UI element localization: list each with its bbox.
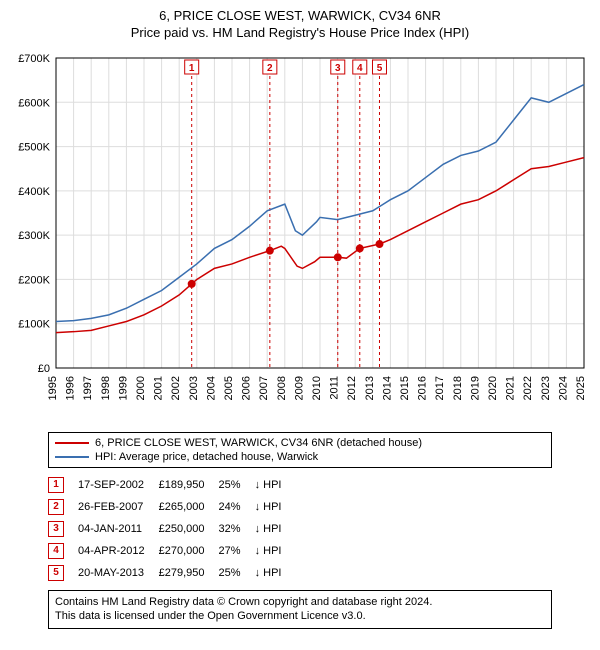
legend-swatch [55,442,89,444]
event-date: 17-SEP-2002 [78,474,159,496]
svg-text:£200K: £200K [18,274,50,286]
svg-text:£500K: £500K [18,142,50,154]
table-row: 5 20-MAY-2013£279,95025%↓ HPI [48,562,295,584]
svg-text:1998: 1998 [100,376,112,400]
svg-text:2013: 2013 [364,376,376,400]
event-relation: ↓ HPI [255,540,296,562]
event-marker-icon: 5 [48,565,64,581]
svg-text:2018: 2018 [452,376,464,400]
event-marker-icon: 4 [48,543,64,559]
svg-text:1: 1 [189,63,195,74]
event-marker-icon: 2 [48,499,64,515]
event-marker-icon: 3 [48,521,64,537]
event-price: £270,000 [159,540,219,562]
svg-text:2020: 2020 [487,376,499,400]
svg-text:£300K: £300K [18,230,50,242]
svg-text:£0: £0 [38,363,50,375]
legend-item: HPI: Average price, detached house, Warw… [55,450,545,464]
event-price: £265,000 [159,496,219,518]
event-price: £250,000 [159,518,219,540]
table-row: 1 17-SEP-2002£189,95025%↓ HPI [48,474,295,496]
events-table: 117-SEP-2002£189,95025%↓ HPI226-FEB-2007… [48,474,295,584]
svg-text:2010: 2010 [311,376,323,400]
table-row: 2 26-FEB-2007£265,00024%↓ HPI [48,496,295,518]
svg-text:2014: 2014 [381,376,393,400]
svg-text:1999: 1999 [117,376,129,400]
legend: 6, PRICE CLOSE WEST, WARWICK, CV34 6NR (… [48,432,552,468]
event-date: 20-MAY-2013 [78,562,159,584]
legend-item: 6, PRICE CLOSE WEST, WARWICK, CV34 6NR (… [55,436,545,450]
footer-line1: Contains HM Land Registry data © Crown c… [55,595,545,609]
event-relation: ↓ HPI [255,496,296,518]
chart-area: £0 £100K £200K £300K £400K £500K £600K £700K 199… [8,48,592,428]
svg-text:2023: 2023 [540,376,552,400]
legend-label: 6, PRICE CLOSE WEST, WARWICK, CV34 6NR (… [95,437,422,449]
svg-text:£600K: £600K [18,97,50,109]
svg-text:2001: 2001 [153,376,165,400]
event-pct: 25% [219,562,255,584]
svg-text:2025: 2025 [575,376,587,400]
svg-text:2011: 2011 [329,376,341,400]
svg-text:2016: 2016 [417,376,429,400]
svg-text:2022: 2022 [522,376,534,400]
chart-title-line2: Price paid vs. HM Land Registry's House … [8,25,592,40]
svg-text:2024: 2024 [557,376,569,400]
event-relation: ↓ HPI [255,562,296,584]
svg-text:2004: 2004 [205,376,217,400]
event-pct: 27% [219,540,255,562]
svg-text:4: 4 [357,63,363,74]
event-date: 04-JAN-2011 [78,518,159,540]
legend-label: HPI: Average price, detached house, Warw… [95,451,318,463]
svg-text:2002: 2002 [170,376,182,400]
event-date: 04-APR-2012 [78,540,159,562]
svg-text:£400K: £400K [18,186,50,198]
event-marker-icon: 1 [48,477,64,493]
line-chart-svg: £0 £100K £200K £300K £400K £500K £600K £700K 199… [8,48,592,428]
chart-title-line1: 6, PRICE CLOSE WEST, WARWICK, CV34 6NR [8,8,592,23]
event-relation: ↓ HPI [255,474,296,496]
svg-text:2017: 2017 [434,376,446,400]
svg-text:2008: 2008 [276,376,288,400]
table-row: 4 04-APR-2012£270,00027%↓ HPI [48,540,295,562]
svg-text:2: 2 [267,63,273,74]
svg-text:2019: 2019 [469,376,481,400]
svg-text:2007: 2007 [258,376,270,400]
svg-text:2015: 2015 [399,376,411,400]
svg-text:5: 5 [377,63,383,74]
event-price: £279,950 [159,562,219,584]
svg-text:£100K: £100K [18,319,50,331]
svg-text:2005: 2005 [223,376,235,400]
event-pct: 24% [219,496,255,518]
svg-text:1996: 1996 [65,376,77,400]
event-price: £189,950 [159,474,219,496]
svg-text:3: 3 [335,63,341,74]
svg-text:2009: 2009 [293,376,305,400]
table-row: 3 04-JAN-2011£250,00032%↓ HPI [48,518,295,540]
svg-text:1995: 1995 [47,376,59,400]
svg-text:1997: 1997 [82,376,94,400]
footer-box: Contains HM Land Registry data © Crown c… [48,590,552,629]
event-relation: ↓ HPI [255,518,296,540]
svg-text:2003: 2003 [188,376,200,400]
footer-line2: This data is licensed under the Open Gov… [55,609,545,623]
svg-text:2012: 2012 [346,376,358,400]
svg-text:2000: 2000 [135,376,147,400]
event-pct: 32% [219,518,255,540]
legend-swatch [55,456,89,458]
svg-text:£700K: £700K [18,53,50,65]
svg-text:2006: 2006 [241,376,253,400]
svg-text:2021: 2021 [505,376,517,400]
event-pct: 25% [219,474,255,496]
event-date: 26-FEB-2007 [78,496,159,518]
